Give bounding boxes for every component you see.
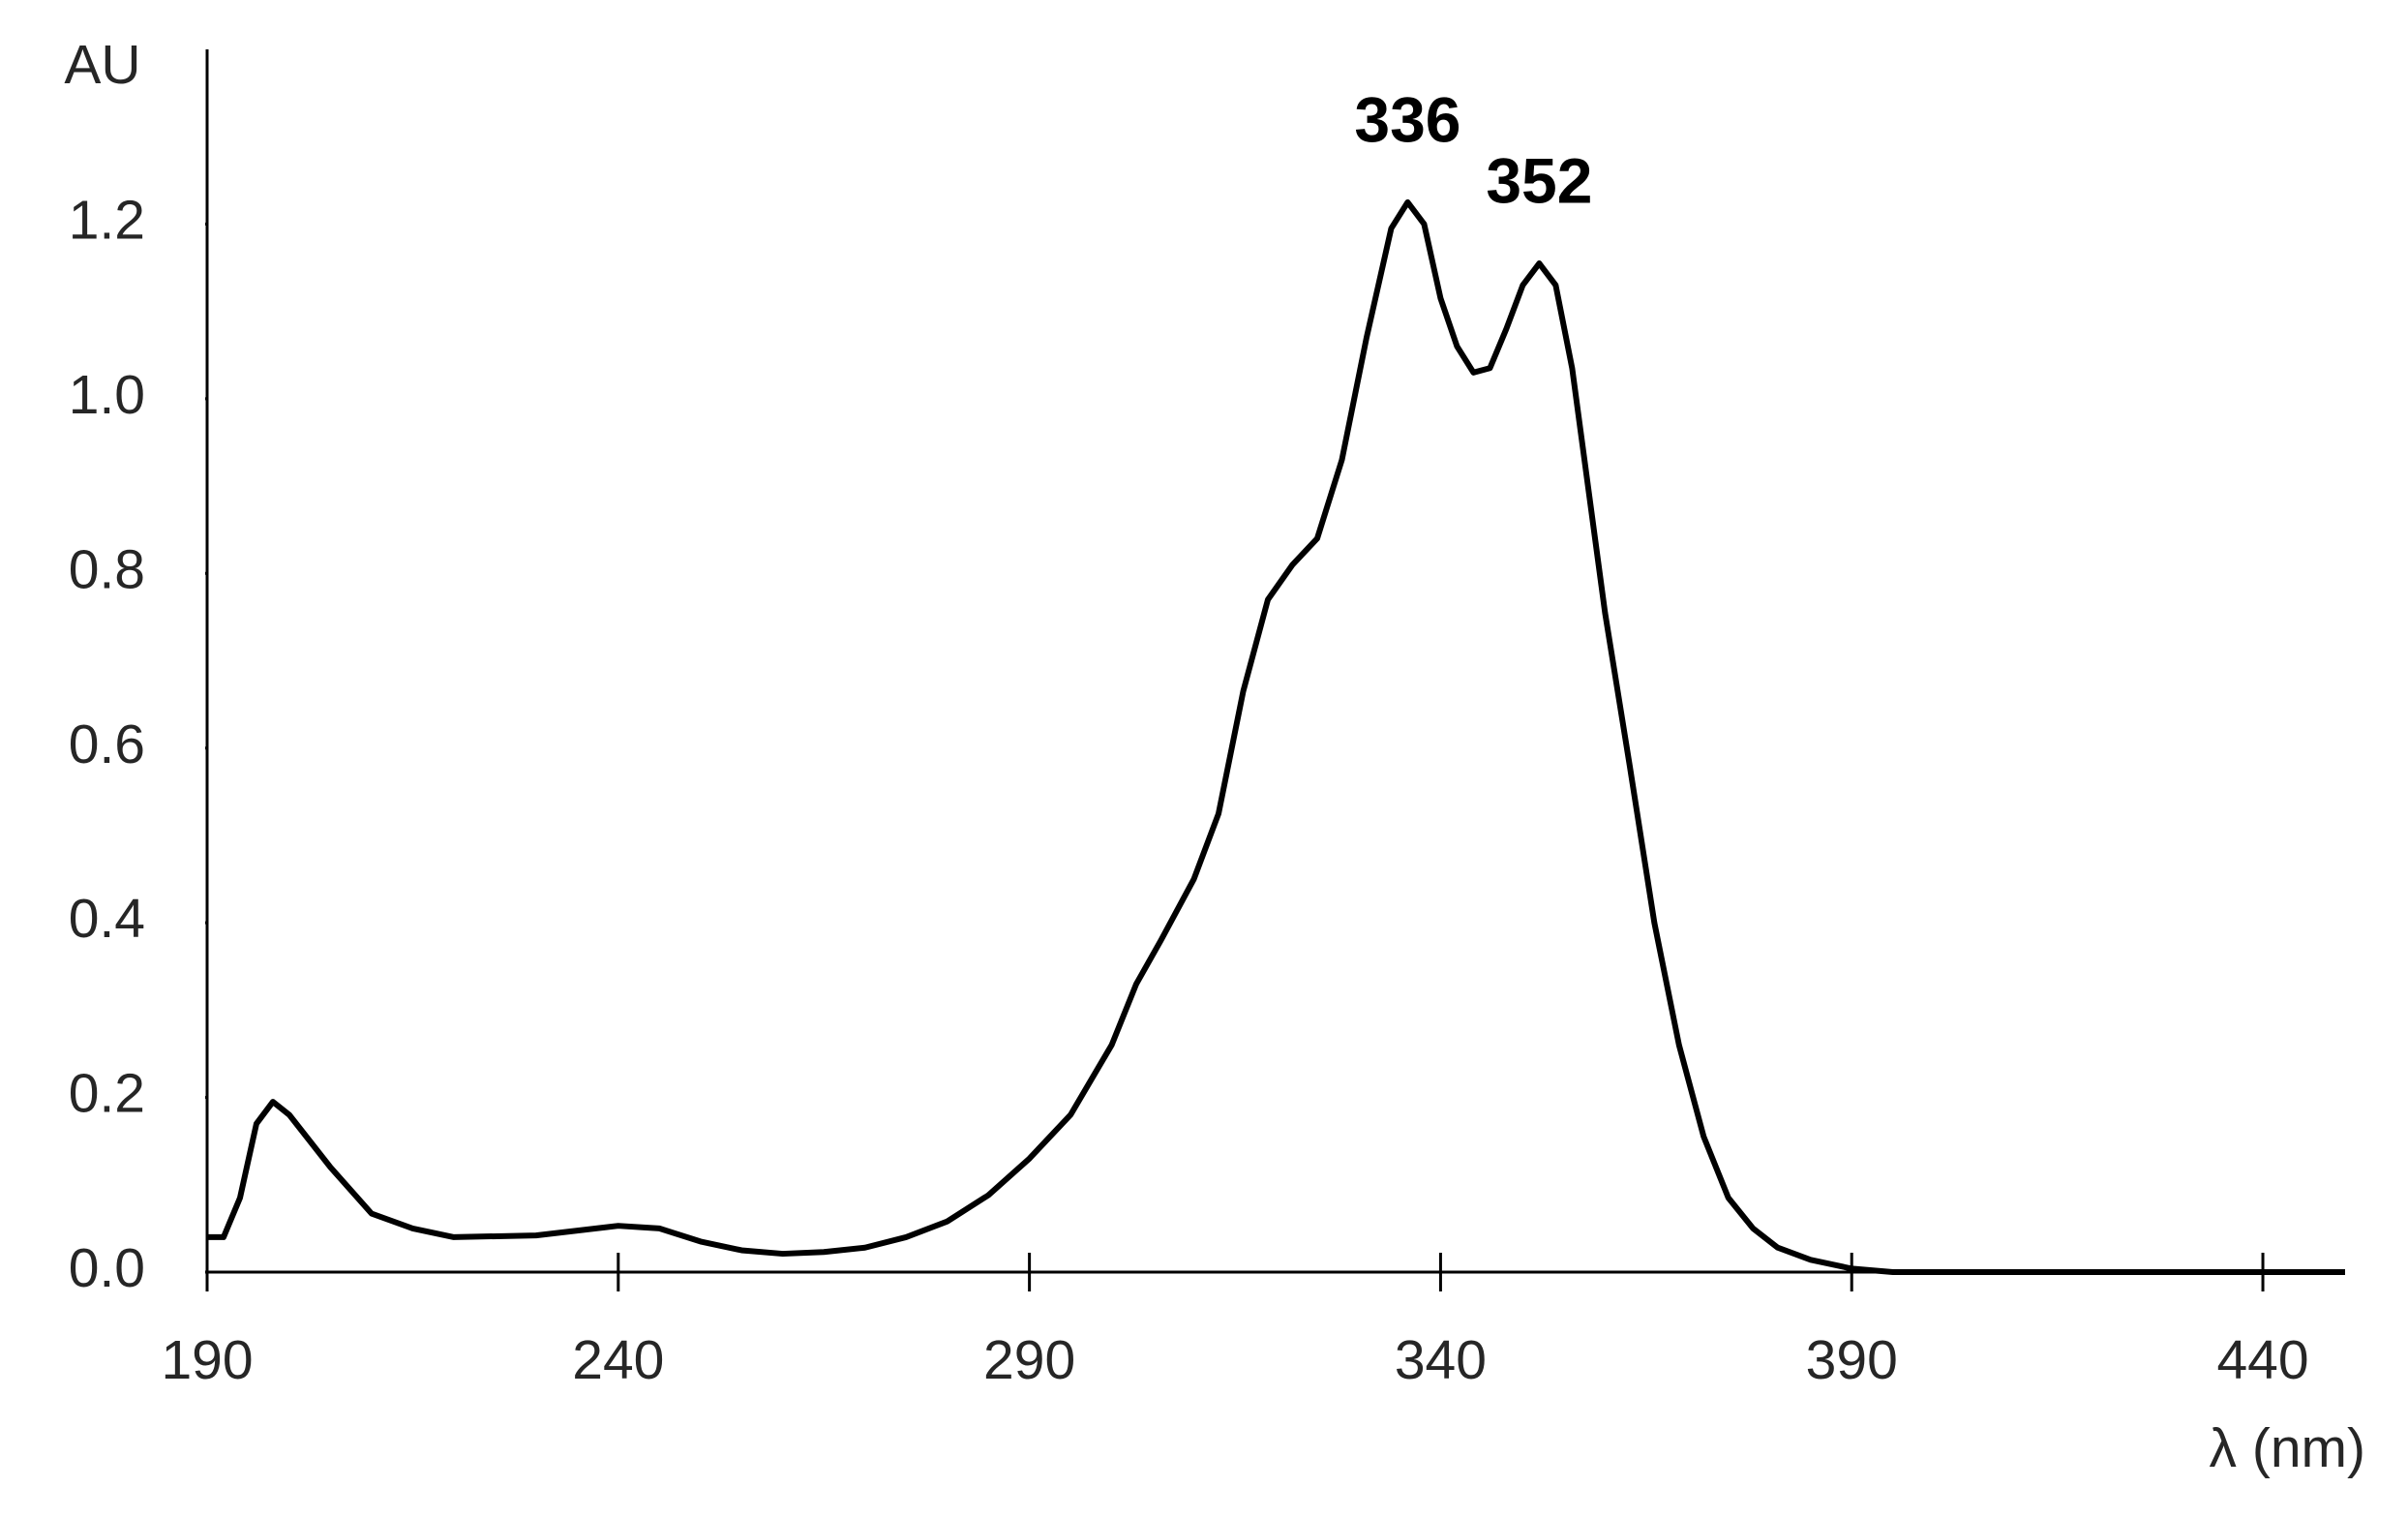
- peak-annotation: 352: [1486, 144, 1592, 216]
- y-tick-label: 1.0: [69, 364, 145, 426]
- x-tick-label: 390: [1806, 1329, 1898, 1391]
- x-tick-label: 340: [1395, 1329, 1487, 1391]
- x-tick-label: 240: [572, 1329, 664, 1391]
- y-tick-label: 0.6: [69, 713, 145, 775]
- x-tick-label: 190: [161, 1329, 253, 1391]
- y-tick-label: 1.2: [69, 189, 145, 251]
- x-tick-label: 290: [983, 1329, 1075, 1391]
- y-tick-label: 0.2: [69, 1063, 145, 1125]
- y-tick-label: 0.8: [69, 538, 145, 600]
- y-tick-label: 0.0: [69, 1237, 145, 1299]
- spectrum-line: [207, 198, 2345, 1275]
- y-axis-label: AU: [64, 34, 140, 96]
- peak-annotation: 336: [1354, 83, 1460, 155]
- y-tick-label: 0.4: [69, 888, 145, 950]
- x-tick-label: 440: [2216, 1329, 2308, 1391]
- x-axis-label: λ (nm): [2210, 1417, 2365, 1479]
